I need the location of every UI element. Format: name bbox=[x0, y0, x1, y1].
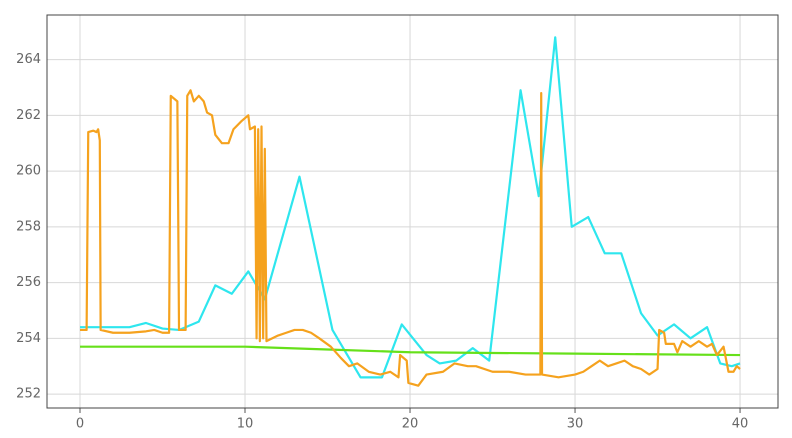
y-tick-label: 254 bbox=[16, 331, 41, 346]
y-tick-label: 262 bbox=[16, 108, 41, 123]
series-line bbox=[80, 345, 741, 357]
y-tick-label: 260 bbox=[16, 164, 41, 179]
y-tick-label: 258 bbox=[16, 219, 41, 234]
plot-frame bbox=[46, 14, 779, 409]
x-tick-label: 40 bbox=[732, 417, 749, 432]
y-tick-label: 264 bbox=[16, 52, 41, 67]
x-tick-label: 10 bbox=[237, 417, 254, 432]
series-line bbox=[80, 89, 741, 387]
x-tick-label: 0 bbox=[76, 417, 84, 432]
y-tick-label: 256 bbox=[16, 275, 41, 290]
y-tick-label: 252 bbox=[16, 387, 41, 402]
x-tick-label: 30 bbox=[567, 417, 584, 432]
x-tick-label: 20 bbox=[402, 417, 419, 432]
